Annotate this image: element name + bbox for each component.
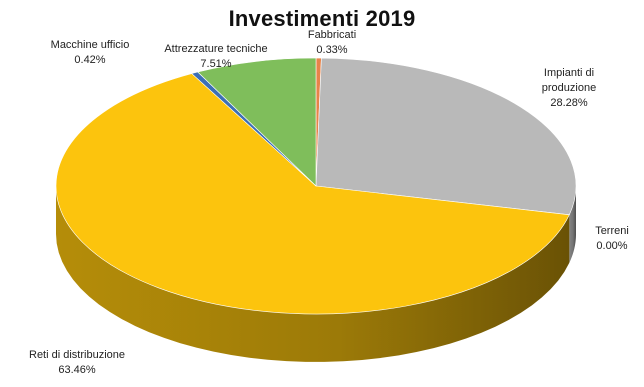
data-label-value: 7.51% — [200, 58, 232, 70]
data-label-value: 28.28% — [550, 97, 588, 109]
data-label-name: Attrezzature tecniche — [164, 43, 268, 55]
data-label-name: Fabbricati — [307, 29, 357, 41]
data-label-name: Macchine ufficio — [50, 39, 130, 51]
data-label-1: Impianti di produzione 28.28% — [514, 66, 624, 111]
data-label-name: Impianti di produzione — [541, 67, 597, 94]
data-label-2: Terreni 0.00% — [580, 224, 644, 254]
pie-slice-3 — [55, 73, 570, 315]
data-label-value: 0.33% — [316, 44, 348, 56]
data-label-0: Fabbricati 0.33% — [292, 28, 372, 58]
pie-slice-1 — [315, 57, 577, 216]
pie-slice-5 — [197, 57, 317, 187]
data-label-value: 0.42% — [74, 54, 106, 66]
chart-title: Investimenti 2019 — [228, 6, 416, 31]
data-label-name: Terreni — [595, 225, 629, 237]
data-label-value: 0.00% — [596, 240, 628, 252]
data-label-value: 63.46% — [58, 364, 96, 376]
data-label-name: Reti di distribuzione — [29, 349, 125, 361]
data-label-4: Macchine ufficio 0.42% — [38, 38, 142, 68]
pie-side-3 — [56, 186, 570, 362]
data-label-3: Reti di distribuzione 63.46% — [2, 348, 152, 378]
data-label-5: Attrezzature tecniche 7.51% — [146, 42, 286, 72]
pie-side-1 — [569, 186, 576, 263]
